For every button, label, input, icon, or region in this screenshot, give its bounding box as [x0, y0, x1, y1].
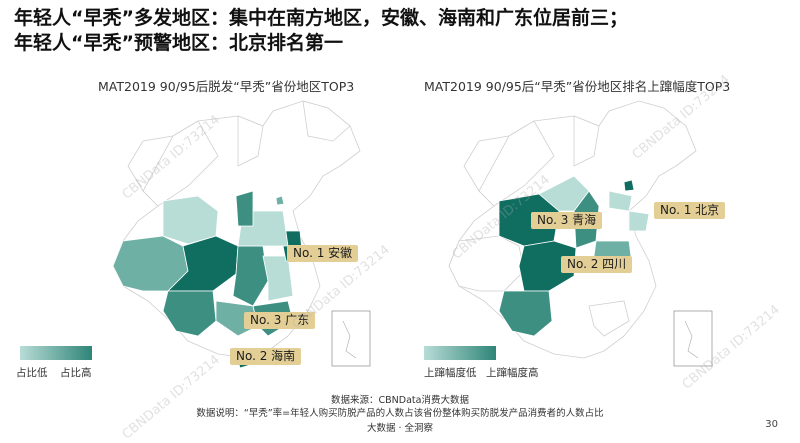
right-china-map — [448, 100, 713, 367]
left-tag-hainan: No. 2 海南 — [230, 348, 302, 365]
right-legend-low: 上蹿幅度低 — [424, 367, 477, 379]
region-shanxi — [235, 190, 254, 227]
right-legend-gradient — [424, 346, 496, 360]
region-hebei — [608, 190, 633, 212]
region-yunnan — [162, 290, 217, 337]
footer-brand: 大数据 · 全洞察 — [366, 423, 434, 434]
left-tag-anhui: No. 1 安徽 — [287, 245, 359, 262]
right-legend-high: 上蹿幅度高 — [486, 367, 539, 379]
headline-line-1: 年轻人“早秃”多发地区：集中在南方地区，安徽、海南和广东位居前三； — [14, 7, 628, 29]
left-china-map — [112, 100, 371, 369]
page-number: 30 — [765, 419, 778, 430]
left-legend-high: 占比高 — [60, 367, 92, 379]
left-legend-gradient — [20, 346, 92, 360]
left-map-title: MAT2019 90/95后脱发“早秃”省份地区TOP3 — [98, 79, 355, 94]
right-tag-sichuan: No. 2 四川 — [561, 256, 633, 273]
headline-line-2: 年轻人“早秃”预警地区：北京排名第一 — [14, 32, 343, 54]
region-beijing — [275, 195, 285, 206]
footer-note: 数据说明：“早秃”率=年轻人购买防脱产品的人数占该省份整体购买防脱发产品消费者的… — [196, 408, 604, 419]
region-shandong — [628, 210, 650, 232]
region-beijing — [623, 179, 635, 192]
region-yunnan — [498, 290, 553, 337]
headline: 年轻人“早秃”多发地区：集中在南方地区，安徽、海南和广东位居前三； 年轻人“早秃… — [14, 6, 628, 56]
right-tag-beijing: No. 1 北京 — [654, 202, 726, 219]
footer-source: 数据来源：CBNData消费大数据 — [331, 395, 469, 406]
left-legend-low: 占比低 — [16, 367, 48, 379]
map-outline — [448, 100, 697, 359]
right-tag-qinghai: No. 3 青海 — [531, 212, 603, 229]
region-jiangxi — [262, 255, 294, 302]
right-map-title: MAT2019 90/95后“早秃”省份地区排名上蹿幅度TOP3 — [424, 79, 731, 94]
region-sichuan — [518, 240, 577, 292]
left-tag-guangdong: No. 3 广东 — [244, 312, 316, 329]
